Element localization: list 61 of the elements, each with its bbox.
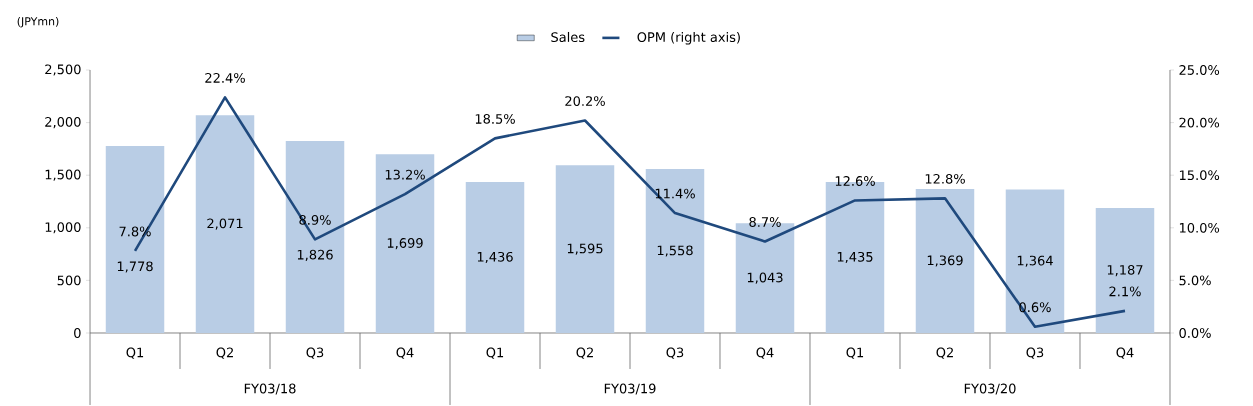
data-label: 1,436 [477, 251, 513, 264]
bar [105, 145, 165, 333]
data-label: 2,071 [207, 218, 243, 230]
data-label: 12.8% [925, 173, 965, 184]
legend-label: Sales [551, 31, 585, 43]
data-label: 2.1% [1109, 286, 1141, 297]
x-tick-label: Q1 [126, 347, 144, 359]
data-label: 13.2% [385, 169, 425, 180]
y-tick-label: 500 [57, 275, 81, 286]
y-tick-label: 1,000 [45, 222, 81, 234]
bar [195, 115, 255, 333]
bar [555, 165, 615, 333]
x-tick-label: Q2 [576, 347, 593, 359]
y2-tick-label: 25.0% [1179, 65, 1220, 75]
x-tick-label: Q4 [396, 347, 414, 359]
x-tick-label: Q1 [846, 347, 864, 359]
data-label: 1,043 [747, 272, 783, 284]
data-label: 1,558 [657, 245, 693, 257]
y-tick-label: 1,500 [45, 169, 81, 181]
bar [645, 169, 705, 333]
data-label: 1,826 [297, 249, 333, 261]
bar [915, 188, 975, 333]
x-tick-label: Q2 [936, 347, 953, 359]
y-tick-label: 2,000 [45, 117, 81, 129]
data-label: 1,595 [567, 243, 603, 255]
data-label: 1,364 [1017, 255, 1053, 267]
bar [285, 140, 345, 333]
data-label: 1,699 [387, 238, 423, 250]
x-tick-label: Q3 [306, 347, 324, 359]
bar [1005, 189, 1065, 333]
y-tick-label: 0 [74, 328, 81, 338]
y-tick-label: 2,500 [45, 64, 81, 76]
data-label: 12.6% [835, 176, 875, 186]
x-tick-label: Q1 [486, 347, 504, 359]
bar [375, 154, 435, 333]
legend-label: OPM (right axis) [637, 31, 740, 45]
x-tick-label: Q3 [1026, 347, 1044, 359]
y2-tick-label: 20.0% [1179, 117, 1220, 128]
x-tick-label: Q3 [666, 347, 684, 359]
data-label: 11.4% [655, 188, 695, 199]
bar [1095, 208, 1155, 333]
text: FY03/18 [244, 383, 296, 395]
data-label: 1,369 [927, 255, 963, 267]
text: FY03/20 [964, 383, 1016, 395]
data-label: 22.4% [205, 72, 245, 83]
data-label: 8.7% [749, 217, 781, 227]
y2-tick-label: 10.0% [1179, 222, 1220, 233]
y2-tick-label: 0.0% [1179, 328, 1211, 338]
data-label: 1,187 [1107, 264, 1143, 277]
data-label: 20.2% [565, 96, 605, 106]
y2-tick-label: 15.0% [1179, 170, 1220, 181]
text: FY03/19 [604, 383, 656, 395]
bar [465, 181, 525, 333]
y2-tick-label: 5.0% [1179, 275, 1211, 286]
data-label: 1,435 [837, 251, 873, 264]
x-tick-label: Q4 [756, 347, 774, 359]
y-axis-title: (JPYmn) [17, 16, 59, 28]
x-tick-label: Q4 [1116, 347, 1134, 359]
x-tick-label: Q2 [216, 347, 233, 359]
data-label: 18.5% [475, 114, 515, 124]
data-label: 1,778 [117, 261, 153, 273]
